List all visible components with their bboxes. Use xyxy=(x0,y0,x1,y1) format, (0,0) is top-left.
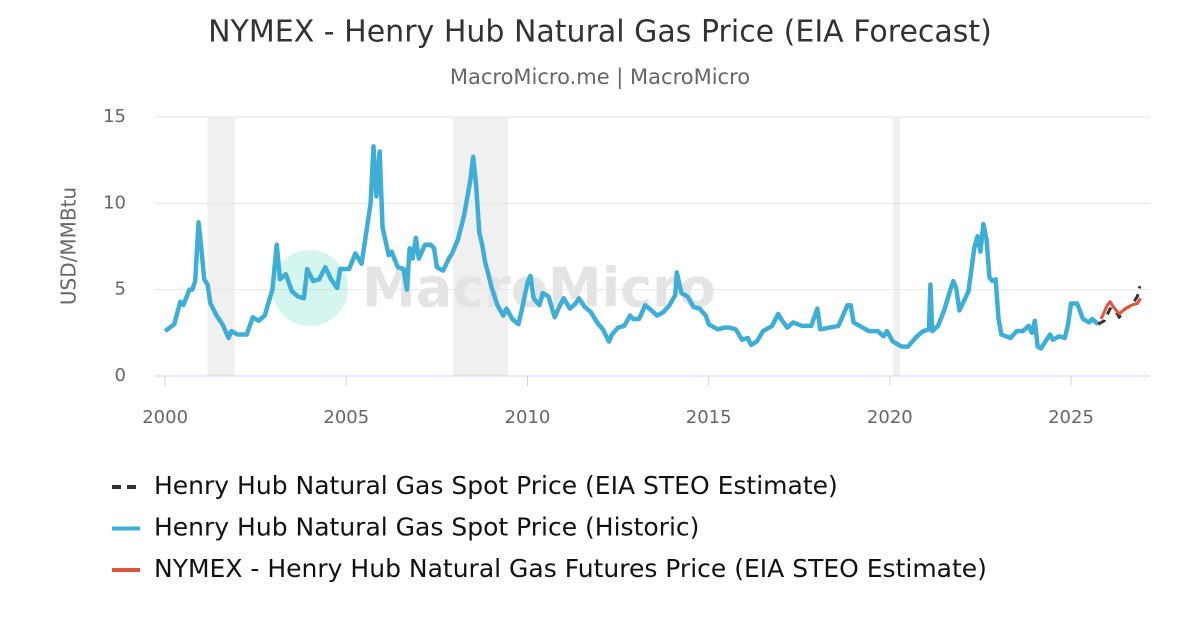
series-line xyxy=(1099,297,1142,320)
y-tick-label: 15 xyxy=(103,106,126,127)
chart-subtitle: MacroMicro.me | MacroMicro xyxy=(450,65,750,90)
legend-label: Henry Hub Natural Gas Spot Price (Histor… xyxy=(154,513,699,542)
x-tick-label: 2010 xyxy=(505,407,551,428)
y-tick-label: 0 xyxy=(115,365,126,386)
x-tick-label: 2020 xyxy=(867,407,913,428)
x-tick-label: 2015 xyxy=(686,407,732,428)
watermark-logo xyxy=(272,250,348,326)
shaded-period xyxy=(893,117,900,376)
x-tick-label: 2000 xyxy=(142,407,188,428)
legend-label: Henry Hub Natural Gas Spot Price (EIA ST… xyxy=(154,471,838,500)
watermark: MacroMicro xyxy=(362,257,716,320)
series-line xyxy=(163,144,1100,351)
x-tick-label: 2025 xyxy=(1048,407,1094,428)
series-line xyxy=(1097,285,1142,326)
y-axis-label: USD/MMBtu xyxy=(57,187,81,305)
y-tick-label: 5 xyxy=(115,279,126,300)
y-tick-label: 10 xyxy=(103,192,126,213)
chart-title: NYMEX - Henry Hub Natural Gas Price (EIA… xyxy=(208,15,992,50)
legend-label: NYMEX - Henry Hub Natural Gas Futures Pr… xyxy=(154,554,987,583)
x-tick-label: 2005 xyxy=(323,407,369,428)
